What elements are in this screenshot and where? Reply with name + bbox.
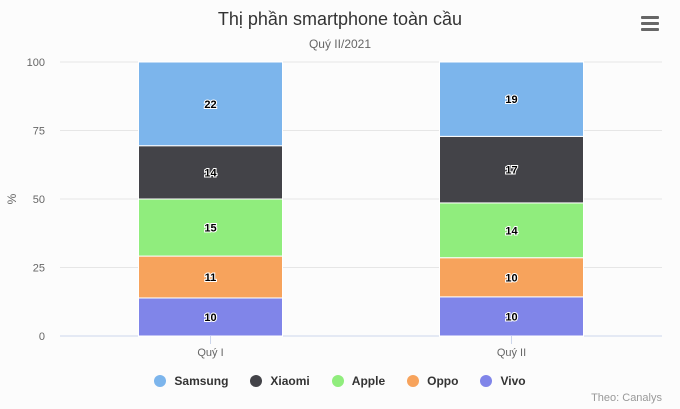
- legend-label: Xiaomi: [270, 374, 310, 388]
- chart-subtitle: Quý II/2021: [308, 37, 372, 51]
- data-label: 10: [505, 311, 517, 323]
- legend-marker-icon: [154, 375, 167, 387]
- legend-label: Samsung: [174, 374, 229, 388]
- legend-label: Vivo: [500, 374, 526, 388]
- legend-marker-icon: [480, 375, 493, 387]
- y-axis-label: %: [5, 193, 19, 204]
- y-tick-label: 50: [33, 194, 45, 206]
- data-label: 15: [204, 223, 216, 235]
- legend-item-vivo[interactable]: Vivo: [480, 374, 526, 388]
- credits[interactable]: Theo: Canalys: [591, 392, 662, 404]
- bar-oppo: [439, 257, 584, 298]
- legend-marker-icon: [331, 375, 344, 387]
- legend-label: Oppo: [427, 374, 459, 388]
- data-label: 22: [204, 99, 216, 111]
- bar-samsung: [138, 61, 283, 147]
- legend-marker-icon: [250, 375, 263, 387]
- legend-item-xiaomi[interactable]: Xiaomi: [250, 374, 310, 388]
- data-label: 14: [505, 225, 518, 237]
- hamburger-menu-icon[interactable]: [641, 16, 659, 32]
- y-tick-label: 0: [39, 331, 45, 343]
- legend-item-samsung[interactable]: Samsung: [154, 374, 228, 388]
- data-label: 14: [204, 167, 217, 179]
- bar-xiaomi: [439, 135, 584, 204]
- bar-vivo: [439, 296, 584, 337]
- y-tick-label: 75: [33, 126, 45, 138]
- bar-samsung: [439, 61, 584, 137]
- data-label: 10: [505, 272, 517, 284]
- data-label: 10: [204, 312, 216, 324]
- data-label: 11: [205, 272, 217, 284]
- data-label: 19: [505, 94, 517, 106]
- x-tick-label: Quý I: [197, 347, 223, 359]
- legend: Samsung Xiaomi Apple Oppo Vivo: [0, 374, 680, 388]
- data-label: 17: [505, 165, 517, 177]
- legend-item-oppo[interactable]: Oppo: [407, 374, 458, 388]
- legend-item-apple[interactable]: Apple: [331, 374, 386, 388]
- plot-area: 0 25 50 75 100% 10 11 15 14 22 Quý I 10 10 14 17 19 Quý …: [5, 57, 662, 359]
- chart-title: Thị phần smartphone toàn cầu: [217, 9, 463, 29]
- legend-marker-icon: [407, 375, 420, 387]
- bar-apple: [439, 202, 584, 259]
- y-tick-label: 25: [33, 263, 45, 275]
- legend-label: Apple: [351, 374, 386, 388]
- x-tick-label: Quý II: [497, 347, 526, 359]
- y-tick-label: 100: [27, 57, 45, 69]
